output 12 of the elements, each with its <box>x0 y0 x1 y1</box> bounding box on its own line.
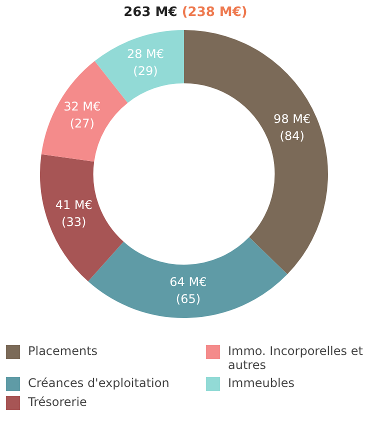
data-label: 41 M€ (33) <box>55 198 92 230</box>
data-label: 32 M€ (27) <box>64 99 101 130</box>
chart-subtitle: (238 M€) <box>182 5 248 20</box>
data-label: 64 M€ (65) <box>170 274 207 306</box>
legend-label: Placements <box>28 344 98 358</box>
chart-title: 263 M€ <box>124 5 178 20</box>
legend-label: Immo. Incorporelles et autres <box>228 344 364 372</box>
data-label: 28 M€ (29) <box>126 46 164 78</box>
data-label: 98 M€ (84) <box>274 112 311 143</box>
legend-label: Créances d'exploitation <box>28 376 170 390</box>
legend-label: Immeubles <box>228 376 294 390</box>
legend-label: Trésorerie <box>28 395 87 409</box>
